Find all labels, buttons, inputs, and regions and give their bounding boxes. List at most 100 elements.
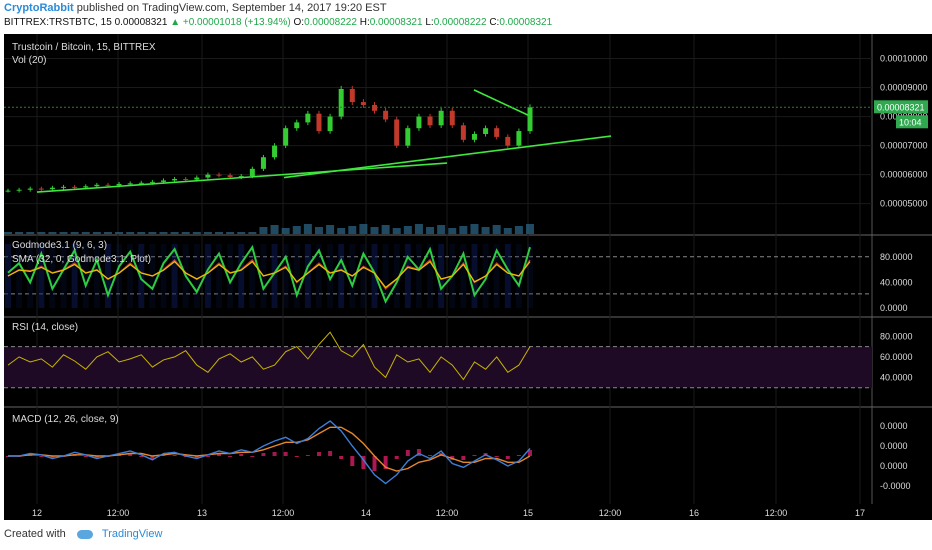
godmode-subtitle: SMA (32, 0, Godmode3.1: Plot): [12, 254, 151, 265]
x-tick-label: 12:00: [599, 508, 622, 518]
macd-hist-bar: [205, 456, 210, 457]
candle-body: [260, 157, 266, 169]
candle-body: [238, 176, 244, 178]
candle-body: [160, 180, 166, 182]
y-tick-label: -0.0000: [880, 481, 911, 491]
low-value: 0.00008222: [433, 17, 487, 28]
volume-bar: [48, 232, 57, 234]
price-tag: [874, 100, 928, 114]
x-tick-label: 12:00: [107, 508, 130, 518]
macd-hist-bar: [494, 456, 499, 457]
volume-bar: [392, 228, 401, 234]
volume-bar: [203, 232, 212, 234]
price-tag-text: 0.00008321: [877, 102, 925, 112]
candle-body: [205, 174, 211, 178]
macd-hist-bar: [283, 452, 288, 456]
godmode-sma-line: [7, 260, 531, 289]
candle-body: [5, 190, 11, 192]
rsi-band: [4, 346, 872, 388]
volume-bar: [59, 232, 68, 234]
x-tick-label: 14: [361, 508, 371, 518]
volume-bar: [237, 232, 246, 234]
macd-hist-bar: [328, 451, 333, 456]
x-tick-label: 16: [689, 508, 699, 518]
candle-body: [460, 125, 466, 140]
candle-body: [449, 110, 455, 126]
candle-body: [405, 128, 411, 146]
macd-hist-bar: [361, 456, 366, 469]
y-tick-label: 0.00007000: [880, 141, 928, 151]
macd-hist-bar: [194, 456, 199, 458]
x-axis-bg: [4, 504, 932, 520]
godmode-bg-bar: [49, 244, 56, 308]
y-tick-label: 0.00009000: [880, 83, 928, 93]
author-link[interactable]: CryptoRabbit: [4, 2, 74, 14]
x-tick-label: 17: [855, 508, 865, 518]
candle-body: [372, 104, 378, 111]
macd-hist-bar: [228, 456, 233, 457]
godmode-bg-bar: [127, 244, 134, 308]
volume-bar: [481, 227, 490, 234]
godmode-bg-bar: [493, 244, 500, 308]
macd-hist-bar: [339, 456, 344, 459]
trading-chart[interactable]: 12 12:00 13 12:00 14 12:00 15 12:00 16 12:00 17 0.0…: [0, 34, 932, 524]
macd-hist-bar: [394, 456, 399, 459]
high-label: H:: [359, 17, 370, 28]
candle-body: [127, 183, 133, 185]
publish-line: CryptoRabbit published on TradingView.co…: [4, 2, 387, 14]
candle-body: [72, 186, 78, 188]
volume-bar: [459, 226, 468, 234]
candle-body: [283, 128, 289, 146]
volume-bar: [137, 232, 146, 234]
volume-bar: [470, 224, 479, 234]
low-label: L:: [425, 17, 434, 28]
godmode-bg-bar: [415, 244, 422, 308]
volume-bar: [526, 224, 534, 234]
close-label: C:: [489, 17, 500, 28]
candle-body: [416, 116, 422, 129]
volume-bar: [226, 232, 235, 234]
volume-bar: [148, 232, 157, 234]
candle-body: [227, 175, 233, 177]
rsi-title: RSI (14, close): [12, 322, 78, 333]
macd-hist-bar: [272, 452, 277, 456]
ohlc-line: BITTREX:TRSTBTC, 15 0.00008321 ▲ +0.0000…: [4, 17, 552, 28]
macd-title: MACD (12, 26, close, 9): [12, 414, 119, 425]
y-tick-label: 0.00006000: [880, 170, 928, 180]
godmode-bg-bar: [171, 244, 178, 308]
y-tick-label: 0.0000: [880, 441, 908, 451]
tradingview-link[interactable]: TradingView: [101, 528, 163, 540]
trendline: [283, 135, 612, 179]
macd-hist-bar: [261, 453, 266, 456]
volume-bar: [370, 227, 379, 234]
candle-body: [172, 179, 178, 181]
close-value: 0.00008321: [499, 17, 553, 28]
x-tick-label: 12: [32, 508, 42, 518]
godmode-bg-bar: [193, 244, 200, 308]
godmode-bg-bar: [27, 244, 34, 308]
godmode-bg-bar: [227, 244, 234, 308]
macd-hist-bar: [528, 450, 532, 456]
candle-body: [38, 188, 44, 190]
macd-hist-bar: [416, 449, 421, 456]
macd-hist-bar: [461, 456, 466, 460]
candle-body: [183, 179, 189, 180]
y-tick-label: 0.00010000: [880, 54, 928, 64]
godmode-bg-bar: [282, 244, 289, 308]
x-tick-label: 12:00: [272, 508, 295, 518]
open-label: O:: [293, 17, 305, 28]
volume-bar: [70, 232, 79, 234]
godmode-bg-bar: [382, 244, 389, 308]
volume-bar: [92, 232, 101, 234]
volume-bar: [492, 225, 501, 234]
volume-bar: [381, 225, 390, 234]
chart-area[interactable]: 12 12:00 13 12:00 14 12:00 15 12:00 16 12:00 17 0.0…: [0, 34, 932, 524]
volume-bar: [259, 227, 268, 234]
godmode-bg-bar: [104, 244, 111, 308]
godmode-bg-bar: [216, 244, 223, 308]
macd-hist-bar: [139, 456, 144, 457]
trendline: [473, 89, 529, 116]
volume-bar: [215, 232, 224, 234]
macd-hist-bar: [128, 454, 133, 456]
godmode-bg-bar: [404, 244, 411, 308]
